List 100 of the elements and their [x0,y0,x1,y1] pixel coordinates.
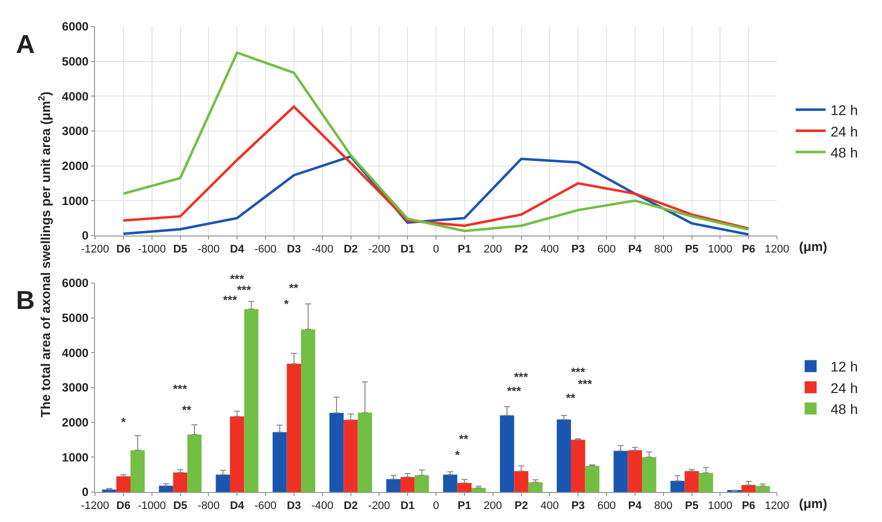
bar [216,474,230,492]
y-tick-label: 1000 [62,194,89,208]
x-tick-label: -1000 [138,244,166,256]
bar [556,420,571,492]
x-tick-label: -400 [311,244,334,256]
x-tick-label: 600 [597,500,616,512]
legend-label: 48 h [830,144,858,160]
x-tick-label: -400 [311,500,334,512]
bar [344,420,358,492]
y-tick-label: 1000 [62,450,89,464]
annotation: * [121,415,126,429]
x-tick-label: D6 [116,500,130,512]
x-tick-label: -200 [368,244,390,256]
x-tick-label: D5 [173,500,188,512]
bar [670,480,685,492]
x-tick-label: P1 [458,500,472,512]
x-tick-label: D3 [286,244,301,256]
bar [173,472,188,492]
x-tick-label: 1200 [764,244,790,256]
bar [642,457,656,492]
bar [386,479,400,492]
y-tick-label: 5000 [62,311,89,326]
legend-label: 12 h [830,358,858,375]
bar [500,415,514,492]
bar [400,477,415,492]
annotation: *** [230,272,244,286]
y-tick-label: 4000 [62,89,89,104]
bar [614,450,628,492]
x-tick-label: P4 [628,244,643,256]
x-tick-label: D5 [173,244,188,256]
annotation: ** [182,403,192,417]
x-tick-label: 0 [432,244,440,256]
x-tick-label: -600 [254,244,277,256]
bar [244,309,258,492]
x-tick-label: 400 [540,500,559,512]
x-tick-label: 0 [432,500,440,512]
x-tick-label: D1 [400,244,415,256]
bar [443,474,458,492]
legend-label: 48 h [830,400,858,417]
bar [514,471,528,492]
x-axis-title: (μm) [799,496,828,511]
bar [329,412,344,492]
x-tick-label: P3 [571,244,585,256]
bar [286,364,302,492]
x-tick-label: 1000 [708,500,732,512]
x-tick-label: D4 [230,500,245,512]
y-tick-label: 2000 [62,159,89,174]
x-tick-label: -200 [368,500,390,512]
y-tick-label: 6000 [62,20,89,34]
x-tick-label: -1200 [80,500,110,512]
bar [414,475,429,492]
y-tick-label: 3000 [62,124,89,138]
bar [585,466,600,492]
bar [457,482,472,492]
bar [187,434,202,492]
y-tick-label: 4000 [62,346,89,360]
x-tick-label: 1000 [708,244,732,256]
annotation: *** [173,382,188,396]
x-tick-label: P5 [685,500,698,512]
x-tick-label: P3 [571,500,585,512]
x-tick-label: 200 [484,244,502,256]
x-tick-label: D4 [230,244,245,256]
bar [158,486,174,492]
x-tick-label: 1200 [764,500,790,512]
annotation: ** [566,391,576,405]
x-tick-label: 600 [597,244,616,256]
bar [628,450,642,492]
bar [130,450,145,492]
bar [358,412,372,492]
annotation: *** [514,370,528,384]
bar [230,416,244,492]
x-tick-label: D2 [344,244,358,256]
y-tick-label: 6000 [62,276,89,290]
annotation: ** [289,281,299,295]
x-tick-label: -600 [254,500,277,512]
x-tick-label: P6 [742,244,756,256]
annotation: *** [223,293,238,307]
x-tick-label: -1200 [80,244,110,256]
annotation: *** [507,384,522,398]
y-tick-label: 2000 [62,416,89,430]
x-axis-title: (μm) [799,239,828,254]
chart-title: A [16,29,35,59]
bar [528,482,543,492]
x-tick-label: P6 [742,500,756,512]
bar [741,485,756,492]
bar [756,486,770,492]
legend-label: 12 h [830,102,858,118]
annotation: * [455,448,460,462]
x-tick-label: 400 [540,244,559,256]
bar [116,476,131,492]
x-tick-label: 200 [484,500,502,512]
legend-label: 24 h [830,123,858,140]
bar [301,329,316,492]
x-tick-label: 800 [654,244,673,256]
x-tick-label: P5 [685,244,698,256]
y-tick-label: 3000 [62,380,89,395]
annotation: ** [459,432,469,446]
x-tick-label: P1 [458,244,472,256]
bar [684,471,699,492]
y-tick-label: 0 [82,228,89,243]
